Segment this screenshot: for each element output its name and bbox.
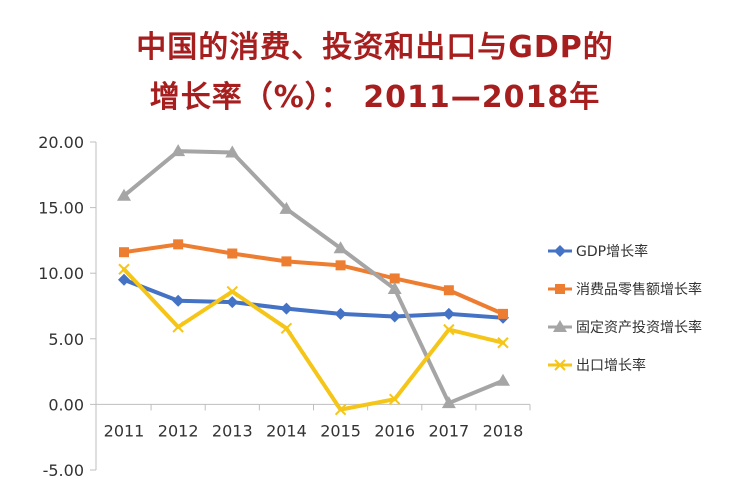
chart-title-line2: 增长率（%）： 2011—2018年 bbox=[149, 80, 601, 115]
y-tick-label: 5.00 bbox=[48, 330, 84, 349]
data-point bbox=[172, 294, 185, 307]
data-point bbox=[496, 373, 510, 386]
data-point bbox=[442, 307, 455, 320]
data-point bbox=[118, 273, 130, 286]
data-point bbox=[389, 273, 400, 284]
series-line bbox=[122, 149, 505, 406]
y-tick-label: -5.00 bbox=[43, 461, 84, 480]
series-line bbox=[122, 242, 505, 316]
data-point bbox=[553, 320, 567, 332]
data-point bbox=[555, 284, 565, 294]
data-point bbox=[280, 302, 293, 315]
y-tick-label: 0.00 bbox=[48, 395, 84, 414]
data-point bbox=[119, 247, 129, 258]
series-line bbox=[122, 267, 505, 412]
data-point bbox=[333, 241, 348, 254]
data-point bbox=[443, 323, 455, 336]
y-tick-label: 15.00 bbox=[38, 199, 84, 218]
data-point bbox=[498, 308, 508, 319]
x-tick-label: 2016 bbox=[374, 421, 415, 440]
data-point bbox=[554, 245, 566, 257]
x-tick-label: 2014 bbox=[266, 421, 307, 440]
series-line bbox=[122, 277, 505, 320]
data-point bbox=[226, 296, 239, 309]
x-tick-label: 2015 bbox=[320, 421, 361, 440]
data-point bbox=[172, 321, 184, 333]
data-point bbox=[280, 322, 293, 335]
legend-item: GDP增长率 bbox=[548, 243, 648, 260]
y-tick-label: 10.00 bbox=[38, 264, 84, 283]
data-point bbox=[387, 281, 402, 294]
legend-label: 固定资产投资增长率 bbox=[576, 319, 702, 336]
data-point bbox=[279, 201, 294, 214]
x-axis: 2011 2012 2013 2014 2015 2016 2017 2018 bbox=[95, 403, 531, 440]
legend-item: 消费品零售额增长率 bbox=[548, 281, 702, 298]
data-point bbox=[443, 285, 454, 296]
data-point bbox=[225, 145, 240, 158]
x-tick-label: 2013 bbox=[212, 421, 253, 440]
data-point bbox=[334, 403, 347, 416]
data-point bbox=[441, 396, 456, 409]
y-axis: 20.00 15.00 10.00 5.00 0.00 -5.00 bbox=[38, 133, 97, 480]
series-layer bbox=[117, 144, 510, 416]
data-point bbox=[171, 144, 186, 157]
data-point bbox=[389, 393, 401, 405]
data-point bbox=[388, 310, 401, 323]
chart-title-line1: 中国的消费、投资和出口与GDP的 bbox=[136, 30, 614, 65]
data-point bbox=[226, 285, 238, 298]
y-tick-label: 20.00 bbox=[38, 133, 84, 152]
data-point bbox=[173, 239, 184, 250]
data-point bbox=[335, 260, 346, 271]
legend-label: 出口增长率 bbox=[576, 357, 646, 374]
data-point bbox=[227, 248, 238, 259]
legend-label: 消费品零售额增长率 bbox=[576, 281, 702, 298]
data-point bbox=[554, 359, 566, 371]
data-point bbox=[334, 307, 347, 320]
x-tick-label: 2017 bbox=[428, 421, 469, 440]
x-tick-label: 2012 bbox=[158, 421, 199, 440]
legend-item: 出口增长率 bbox=[548, 357, 646, 374]
data-point bbox=[281, 256, 292, 267]
data-point bbox=[497, 337, 509, 349]
legend-label: GDP增长率 bbox=[576, 243, 648, 260]
data-point bbox=[118, 263, 130, 275]
data-point bbox=[117, 188, 131, 201]
x-tick-label: 2018 bbox=[483, 421, 524, 440]
x-tick-label: 2011 bbox=[104, 421, 145, 440]
legend-item: 固定资产投资增长率 bbox=[548, 319, 702, 336]
